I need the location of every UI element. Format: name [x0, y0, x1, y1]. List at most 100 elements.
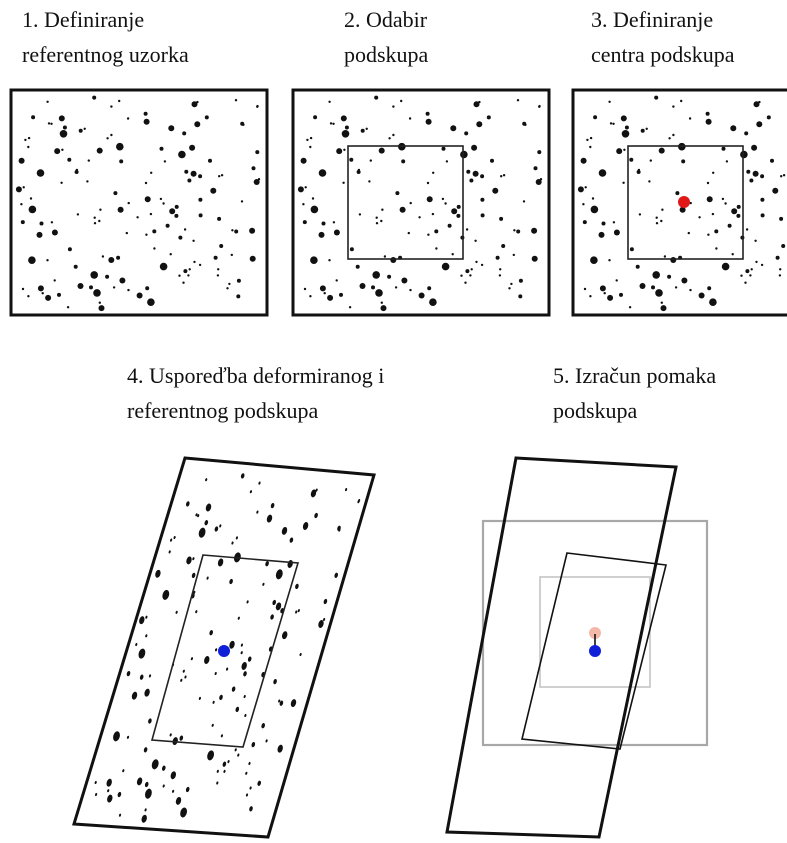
speckle-dot [191, 572, 196, 579]
speckle-dot [74, 170, 79, 174]
speckle-dot [715, 247, 718, 250]
speckle-dot [360, 128, 365, 133]
speckle-dot [314, 512, 318, 519]
speckle-dot [297, 609, 300, 613]
speckle-dot [170, 538, 173, 542]
speckle-dot [125, 231, 128, 235]
speckle-dot [272, 599, 276, 606]
speckle-dot [651, 285, 655, 290]
speckle-dot [721, 197, 725, 201]
speckle-dot [616, 148, 623, 155]
speckle-dot [471, 144, 478, 151]
speckle-dot [635, 264, 640, 269]
speckle-dot [138, 648, 146, 659]
speckle-dot [172, 789, 175, 793]
speckle-dot [98, 301, 102, 304]
speckle-dot [27, 145, 30, 149]
speckle-dot [99, 208, 102, 211]
speckle-dot [223, 769, 226, 773]
speckle-dot [431, 212, 435, 216]
speckle-dot [486, 115, 491, 120]
speckle-dot [535, 179, 542, 185]
speckle-dot [775, 255, 780, 260]
speckle-dot [426, 181, 430, 185]
step-3-title-line-2: centra podskupa [591, 42, 735, 67]
speckle-dot [208, 158, 212, 163]
speckle-dot [75, 168, 79, 172]
speckle-dot [456, 204, 461, 209]
speckle-dot [681, 277, 688, 284]
speckle-dot [778, 274, 782, 277]
speckle-dot [220, 174, 224, 177]
speckle-dot [36, 231, 43, 238]
speckle-dot [435, 247, 438, 250]
step-2-title-line-2: podskupa [344, 42, 429, 67]
speckle-dot [190, 657, 193, 661]
speckle-dot [480, 174, 485, 179]
speckle-dot [746, 169, 751, 174]
speckle-dot [380, 219, 383, 223]
speckle-dot [155, 569, 161, 578]
speckle-dot [182, 669, 185, 673]
speckle-dot [638, 213, 642, 216]
speckle-dot [309, 145, 312, 149]
speckle-dot [204, 115, 209, 120]
speckle-dot [76, 213, 80, 216]
speckle-dot [215, 648, 218, 652]
speckle-dot [145, 233, 148, 236]
speckle-dot [349, 157, 354, 162]
speckle-dot [473, 101, 480, 108]
speckle-dot [608, 259, 611, 262]
speckle-dot [338, 528, 341, 532]
speckle-dot [538, 104, 541, 108]
speckle-dot [731, 253, 734, 256]
speckle-dot [20, 203, 23, 206]
speckle-dot [539, 178, 543, 181]
speckle-dot [235, 536, 238, 540]
speckle-dot [144, 788, 152, 799]
speckle-dot [613, 229, 620, 236]
speckle-dot [162, 765, 166, 771]
speckle-dot [751, 144, 758, 151]
speckle-dot [444, 202, 447, 205]
speckle-dot [198, 527, 206, 538]
speckle-dot [344, 125, 349, 130]
speckle-dot [173, 535, 176, 540]
speckle-dot [217, 558, 224, 567]
speckle-dot [119, 277, 126, 284]
speckle-dot [533, 166, 538, 171]
speckle-dot [672, 105, 675, 108]
speckle-dot [295, 610, 298, 614]
speckle-dot [319, 285, 326, 292]
speckle-dot [476, 121, 483, 128]
speckle-dot [189, 144, 196, 151]
speckle-dot [490, 158, 494, 163]
speckle-dot [152, 229, 157, 234]
speckle-dot [480, 197, 485, 202]
speckle-dot [409, 288, 412, 292]
panel-1-reference-sample [9, 88, 269, 317]
speckle-dot [375, 222, 379, 225]
speckle-dot [231, 541, 234, 545]
speckle-dot [126, 735, 130, 739]
speckle-dot [148, 674, 152, 678]
speckle-dot [598, 169, 607, 177]
speckle-dot [621, 130, 630, 138]
speckle-dot [162, 202, 165, 205]
speckle-dot [141, 814, 147, 823]
speckle-dot [198, 213, 203, 218]
speckle-dot [736, 204, 741, 209]
speckle-dot [249, 786, 252, 790]
speckle-dot [127, 288, 130, 292]
speckle-dot [135, 642, 138, 647]
speckle-dot [645, 127, 648, 130]
speckle-dot [501, 244, 506, 248]
speckle-dot [358, 498, 361, 503]
speckle-dot [740, 274, 743, 277]
speckle-dot [309, 295, 312, 298]
speckle-dot [50, 122, 53, 126]
speckle-dot [721, 262, 730, 271]
speckle-dot [304, 186, 307, 189]
step-4-title-line-2: referentnog podskupa [127, 398, 318, 423]
speckle-dot [680, 99, 683, 103]
